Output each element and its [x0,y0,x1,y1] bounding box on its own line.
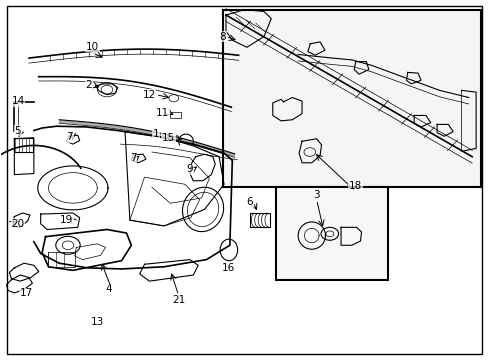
Bar [14,138,33,152]
Text: 21: 21 [172,296,185,306]
Text: 2: 2 [85,80,92,90]
Text: 11: 11 [155,108,168,118]
Text: 7: 7 [66,132,73,142]
Text: 17: 17 [20,288,33,298]
Text: 3: 3 [313,190,319,200]
Text: 14: 14 [11,96,24,106]
Text: 20: 20 [11,219,24,229]
Bar [250,213,269,227]
Bar [48,252,75,267]
Text: 1: 1 [152,129,159,139]
Text: 6: 6 [246,197,253,207]
Text: 16: 16 [222,263,235,273]
Text: 4: 4 [105,284,112,294]
Text: 7: 7 [129,153,136,163]
Text: 19: 19 [60,215,73,225]
Text: 18: 18 [348,181,362,192]
Text: 5: 5 [15,126,21,135]
Text: 12: 12 [142,90,156,100]
Text: 13: 13 [90,317,103,327]
Bar [222,10,480,187]
Text: 15: 15 [162,133,175,143]
Bar [170,112,181,118]
Text: 8: 8 [219,32,225,41]
Text: 10: 10 [85,42,99,51]
Bar [276,187,387,280]
Text: 9: 9 [186,164,193,174]
